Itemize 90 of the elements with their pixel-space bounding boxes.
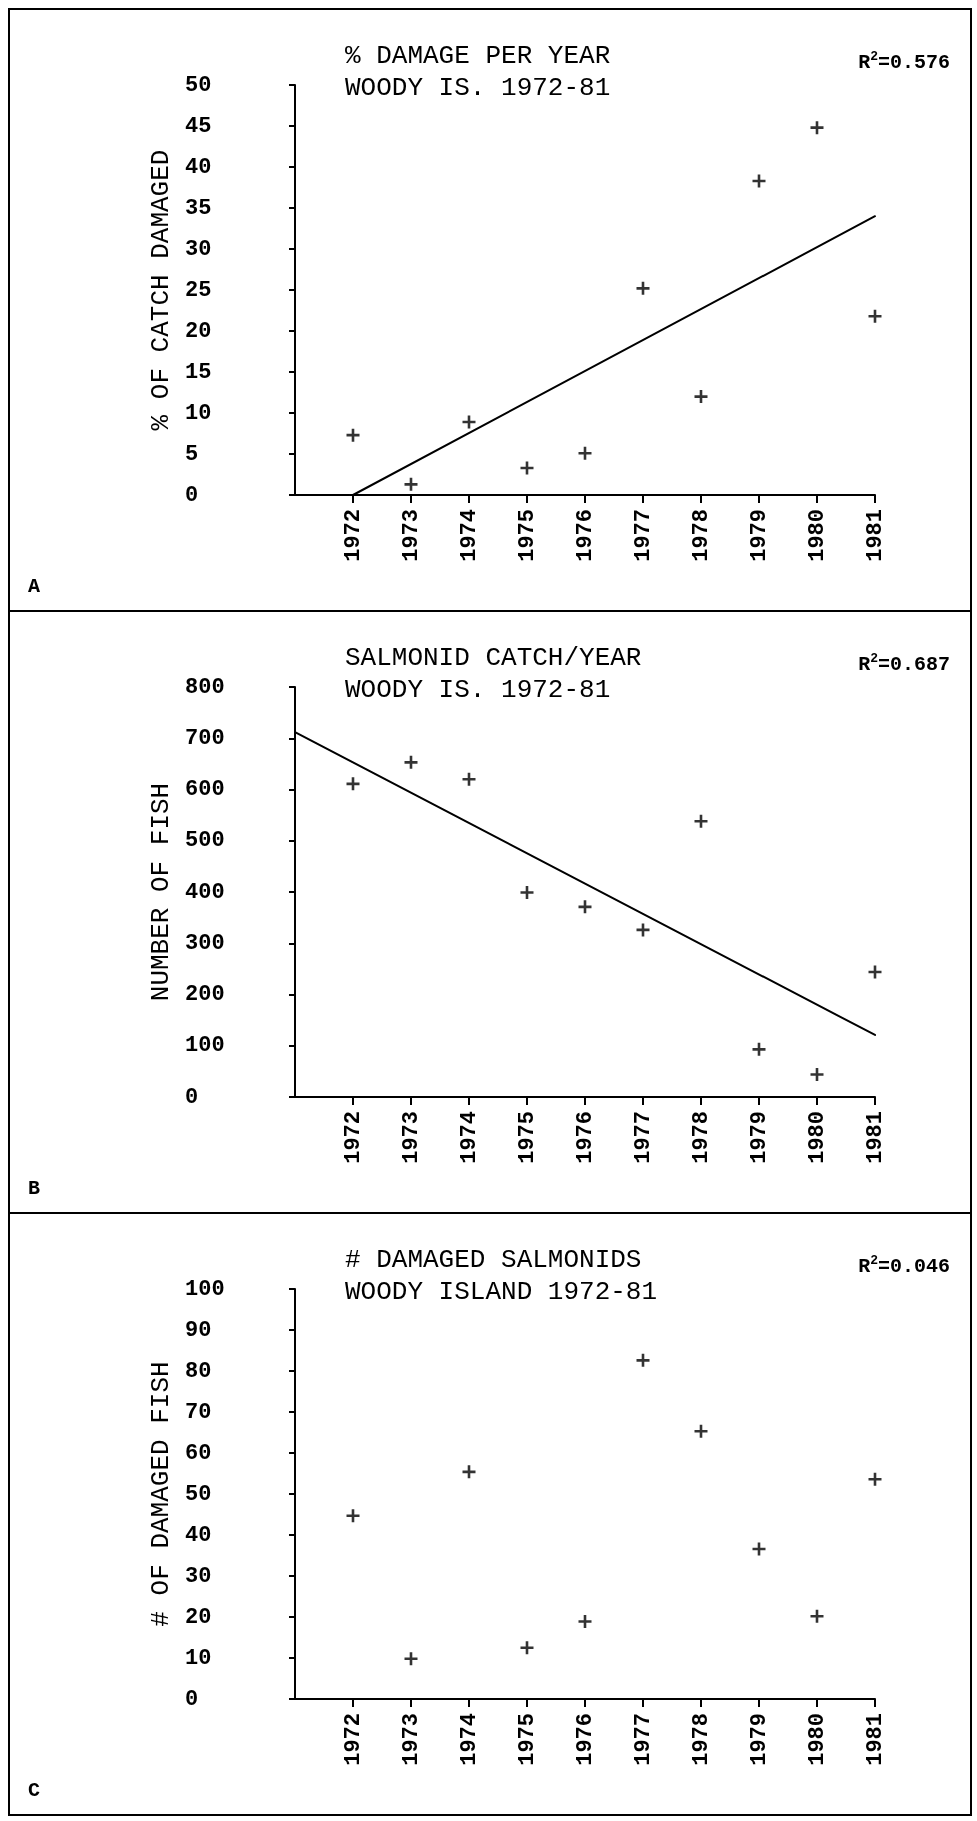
x-tick-label: 1978 xyxy=(688,509,714,562)
point xyxy=(752,1042,766,1056)
chart-subtitle: WOODY ISLAND 1972-81 xyxy=(345,1277,658,1307)
y-tick-label: 25 xyxy=(185,277,212,303)
x-tick-label: 1973 xyxy=(398,509,424,562)
y-tick-label: 0 xyxy=(185,1084,199,1110)
y-tick-label: 600 xyxy=(185,777,225,802)
y-tick-label: 80 xyxy=(185,1358,212,1384)
x-tick-label: 1973 xyxy=(398,1713,424,1766)
y-tick-label: 50 xyxy=(185,1481,212,1507)
y-tick-label: 400 xyxy=(185,879,225,905)
y-tick-label: 35 xyxy=(185,195,212,221)
x-tick-label: 1973 xyxy=(398,1111,424,1164)
y-tick-label: 200 xyxy=(185,982,225,1007)
y-tick-label: 30 xyxy=(185,1563,212,1589)
y-tick-label: 10 xyxy=(185,1645,212,1671)
y-tick-label: 800 xyxy=(185,674,225,700)
chart-subtitle: WOODY IS. 1972-81 xyxy=(345,73,611,103)
point xyxy=(694,814,708,828)
y-tick-label: 0 xyxy=(185,482,199,508)
point xyxy=(520,1641,534,1655)
y-tick-label: 5 xyxy=(185,441,199,467)
x-tick-label: 1977 xyxy=(630,509,656,562)
x-tick-label: 1978 xyxy=(688,1713,714,1766)
point xyxy=(578,1615,592,1629)
x-tick-label: 1980 xyxy=(804,1713,830,1766)
x-tick-label: 1979 xyxy=(746,1111,772,1164)
y-tick-label: 10 xyxy=(185,400,212,426)
x-tick-label: 1981 xyxy=(862,509,888,562)
point xyxy=(636,281,650,295)
text: C xyxy=(28,1778,41,1802)
x-tick-label: 1976 xyxy=(572,509,598,562)
y-tick-label: 20 xyxy=(185,318,212,344)
y-axis-title: % OF CATCH DAMAGED xyxy=(146,149,177,431)
y-tick-label: 15 xyxy=(185,359,212,385)
x-tick-label: 1979 xyxy=(746,509,772,562)
point xyxy=(810,121,824,135)
x-tick-label: 1972 xyxy=(340,1111,366,1164)
y-tick-label: 90 xyxy=(185,1317,212,1343)
y-axis-title: # OF DAMAGED FISH xyxy=(146,1361,177,1627)
y-tick-label: 40 xyxy=(185,1522,212,1548)
chart-subtitle: WOODY IS. 1972-81 xyxy=(345,675,611,705)
x-tick-label: 1972 xyxy=(340,1713,366,1766)
point xyxy=(868,309,882,323)
y-tick-label: 0 xyxy=(185,1686,199,1712)
x-tick-label: 1975 xyxy=(514,509,540,562)
point xyxy=(404,755,418,769)
point xyxy=(694,1424,708,1438)
x-tick-label: 1972 xyxy=(340,509,366,562)
point xyxy=(404,477,418,491)
y-tick-label: 500 xyxy=(185,828,225,854)
y-tick-label: 30 xyxy=(185,236,212,262)
point xyxy=(636,1353,650,1367)
x-tick-label: 1976 xyxy=(572,1111,598,1164)
text: B xyxy=(28,1176,41,1200)
x-tick-label: 1979 xyxy=(746,1713,772,1766)
x-tick-label: 1980 xyxy=(804,1111,830,1164)
x-tick-label: 1981 xyxy=(862,1111,888,1164)
point xyxy=(520,886,534,900)
y-tick-label: 100 xyxy=(185,1033,225,1059)
y-tick-label: 60 xyxy=(185,1440,212,1466)
y-tick-label: 20 xyxy=(185,1604,212,1630)
x-tick-label: 1975 xyxy=(514,1713,540,1766)
x-tick-label: 1981 xyxy=(862,1713,888,1766)
y-tick-label: 70 xyxy=(185,1399,212,1425)
x-tick-label: 1974 xyxy=(456,509,482,562)
chart-title: % DAMAGE PER YEAR xyxy=(345,41,611,71)
point xyxy=(868,1472,882,1486)
x-tick-label: 1977 xyxy=(630,1111,656,1164)
chart-title: # DAMAGED SALMONIDS xyxy=(345,1245,642,1275)
y-axis-title: NUMBER OF FISH xyxy=(146,782,177,1002)
x-tick-label: 1978 xyxy=(688,1111,714,1164)
x-tick-label: 1974 xyxy=(456,1713,482,1766)
point xyxy=(462,772,476,786)
point xyxy=(346,1509,360,1523)
y-tick-label: 300 xyxy=(185,930,225,956)
y-tick-label: 50 xyxy=(185,72,212,98)
chart-title: SALMONID CATCH/YEAR xyxy=(345,643,642,673)
point xyxy=(810,1067,824,1081)
y-tick-label: 100 xyxy=(185,1276,225,1302)
x-tick-label: 1976 xyxy=(572,1713,598,1766)
point xyxy=(694,390,708,404)
y-tick-label: 40 xyxy=(185,154,212,180)
x-tick-label: 1974 xyxy=(456,1111,482,1164)
y-tick-label: 700 xyxy=(185,725,225,751)
x-tick-label: 1980 xyxy=(804,509,830,562)
text: A xyxy=(28,574,41,598)
x-tick-label: 1975 xyxy=(514,1111,540,1164)
y-tick-label: 45 xyxy=(185,113,212,139)
x-tick-label: 1977 xyxy=(630,1713,656,1766)
